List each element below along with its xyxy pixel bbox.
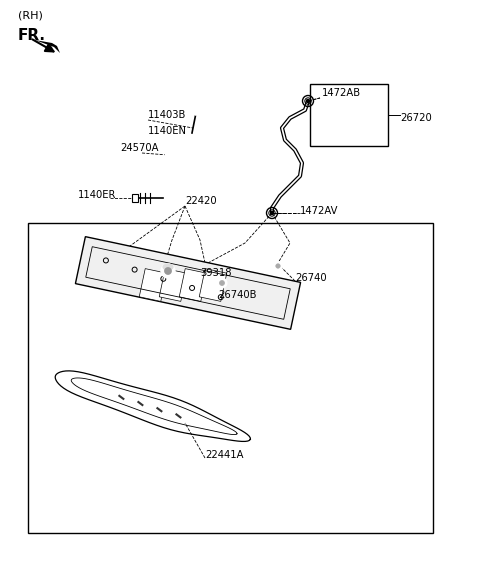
Text: 26720: 26720 bbox=[400, 113, 432, 123]
Circle shape bbox=[276, 264, 280, 268]
Text: 1140EN: 1140EN bbox=[148, 126, 187, 136]
Circle shape bbox=[271, 212, 274, 215]
Polygon shape bbox=[199, 269, 227, 302]
Polygon shape bbox=[179, 269, 207, 302]
Bar bbox=[310, 84, 388, 146]
Text: 22441A: 22441A bbox=[205, 450, 243, 460]
Circle shape bbox=[217, 278, 227, 288]
Text: 26740B: 26740B bbox=[218, 290, 256, 300]
Bar bbox=[132, 194, 138, 202]
Text: FR.: FR. bbox=[18, 28, 46, 43]
Polygon shape bbox=[139, 269, 167, 302]
Text: 26740: 26740 bbox=[295, 273, 326, 283]
Text: 1472AV: 1472AV bbox=[300, 206, 338, 216]
Ellipse shape bbox=[169, 153, 181, 159]
Text: 22420: 22420 bbox=[185, 196, 216, 206]
Polygon shape bbox=[159, 269, 187, 302]
Circle shape bbox=[307, 99, 310, 102]
Text: 24570A: 24570A bbox=[120, 143, 158, 153]
Ellipse shape bbox=[165, 151, 185, 161]
Text: 39318: 39318 bbox=[200, 268, 231, 278]
Circle shape bbox=[274, 262, 283, 270]
Circle shape bbox=[161, 264, 175, 278]
Text: 11403B: 11403B bbox=[148, 110, 186, 120]
Bar bbox=[28, 223, 433, 533]
Polygon shape bbox=[35, 40, 60, 53]
Circle shape bbox=[194, 111, 198, 115]
Circle shape bbox=[165, 268, 171, 275]
Circle shape bbox=[219, 280, 225, 286]
Ellipse shape bbox=[163, 264, 173, 270]
Text: (RH): (RH) bbox=[18, 10, 43, 20]
Polygon shape bbox=[75, 236, 300, 329]
Text: 1472AB: 1472AB bbox=[322, 88, 361, 98]
Text: 1140ER: 1140ER bbox=[78, 190, 116, 200]
